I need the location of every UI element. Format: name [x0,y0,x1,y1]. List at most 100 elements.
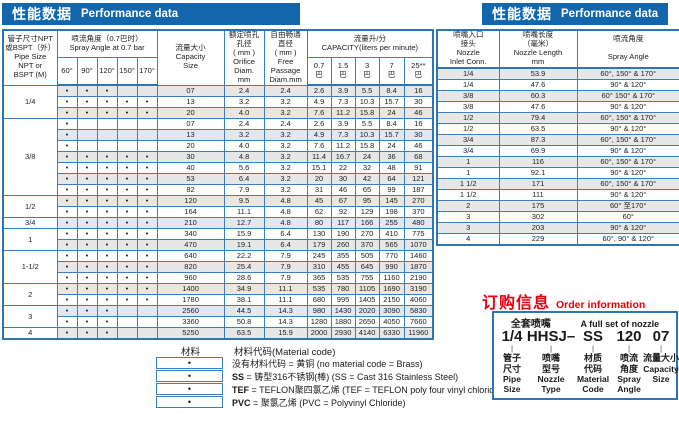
free-passage-cell: 7.9 [263,261,308,274]
capacity-value-cell: 16 [403,118,434,131]
nozzle-length-row: 3 203 90° & 120° [436,221,679,234]
capacity-value-cell: 355 [330,250,356,263]
inlet-conn-cell: 1/4 [436,78,500,91]
inlet-conn-cell: 3/8 [436,100,500,113]
order-part-label-en: Capacity [643,363,679,374]
nozzle-length-row: 2 175 60° 至170° [436,199,679,212]
inlet-conn-cell: 1/2 [436,122,500,135]
angle-availability-dot: • [136,294,158,307]
orifice-diam-cell: 3.2 [223,96,265,109]
order-part-tick: | [592,346,594,353]
angle-availability-dot: • [56,305,78,318]
performance-row: • • • • • 53 6.4 3.2 20 30 42 64 121 [3,173,434,186]
angle-availability-dot: • [116,294,138,307]
angle-availability-dot: • [96,173,118,186]
capacity-value-cell: 1430 [330,305,356,318]
spray-angle-cell: 60°, 90° & 120° [576,232,679,246]
angle-availability-dot: • [96,261,118,274]
capacity-value-cell: 3090 [378,305,405,318]
order-title-zh: 订购信息 [482,295,551,312]
capacity-value-cell: 2190 [403,272,434,285]
spray-angle-cell: 60°, 150° & 170° [576,67,679,80]
angle-availability-dot: • [56,162,78,175]
order-part: SS | 材质 代码 Material Code [574,328,612,394]
order-part-code: 1/4 [501,328,523,345]
capacity-value-cell: 198 [378,206,405,219]
capacity-group-header: 流量升/分 CAPACITY(liters per minute) [306,29,434,59]
capacity-size-cell: 07 [156,118,225,131]
free-passage-cell: 3.2 [263,107,308,120]
angle-availability-dot: • [136,283,158,296]
angle-availability-dot: • [116,272,138,285]
angle-availability-dot: • [76,239,98,252]
inlet-conn-cell: 1 [436,155,500,168]
angle-availability-dot [136,84,158,98]
angle-availability-dot: • [76,261,98,274]
nozzle-length-cell: 203 [498,221,578,234]
material-row: • 没有材料代码 = 黄铜 (no material code = Brass) [156,357,536,370]
material-text: PVC = 聚氯乙烯 (PVC = Polyvinyl Chloride) [232,398,406,408]
angle-availability-dot: • [76,272,98,285]
capacity-value-cell: 455 [330,261,356,274]
free-passage-header: 自由畅通 直径 ( mm ) Free Passage Diam.mm [263,29,308,86]
order-part-label-en: Type [541,384,561,394]
angle-availability-dot: • [76,305,98,318]
orifice-diam-cell: 50.8 [223,316,265,329]
free-passage-cell: 3.2 [263,96,308,109]
angle-availability-dot: • [56,316,78,329]
orifice-diam-cell: 2.4 [223,84,265,98]
performance-row: • • • 3360 50.8 14.3 1280 1880 2650 4050 7660 [3,316,434,329]
angle-availability-dot: • [56,129,78,142]
angle-availability-dot: • [96,195,118,208]
material-bullet: • [156,370,223,382]
order-part-code: 07 [652,328,670,345]
angle-availability-dot: • [96,217,118,230]
capacity-size-cell: 640 [156,250,225,263]
spray-angle-cell: 90° & 120° [576,144,679,157]
orifice-diam-cell: 9.5 [223,195,265,208]
spray-angle-header: 喷流角度 Spray Angle [576,29,679,69]
inlet-conn-cell: 1/4 [436,67,500,80]
angle-availability-dot [76,140,98,153]
performance-row: 1 • • • • • 340 15.9 6.4 130 190 270 410 775 [2,228,434,252]
nozzle-length-row: 1 1/2 171 60°, 150° & 170° [436,177,679,190]
capacity-value-cell: 4140 [354,327,380,340]
header-row-sub: 60° 90° 120° 150° 170° 0.7 巴 1.5 巴 3 巴 7… [3,57,434,87]
performance-row: 3/8 • 07 2.4 2.4 2.6 3.9 5.5 8.4 16 [2,118,434,197]
angle-availability-dot [96,140,118,153]
orifice-diam-cell: 34.9 [223,283,265,296]
spray-angle-cell: 90° & 120° [576,166,679,179]
order-part-code: 120 [616,328,642,345]
free-passage-cell: 15.9 [263,327,308,340]
pipe-size-cell: 2 [2,283,58,307]
order-part-label-zh: 管子 [502,353,521,363]
material-bullet: • [156,396,223,408]
material-rows: • 没有材料代码 = 黄铜 (no material code = Brass) •… [156,357,536,409]
capacity-value-cell: 1405 [354,294,380,307]
capacity-value-cell: 270 [403,195,434,208]
angle-availability-dot: • [76,250,98,263]
order-part-label-zh: 材质 [583,353,602,363]
angle-availability-dot: • [96,239,118,252]
capacity-value-cell: 255 [378,217,405,230]
free-passage-cell: 11.1 [263,283,308,296]
pressure-0-7-header: 0.7 巴 [306,57,332,87]
inlet-conn-cell: 3/4 [436,133,500,146]
performance-row: • • • • • 30 4.8 3.2 11.4 16.7 24 36 68 [3,151,434,164]
material-code-title: 材料代码(Material code) [234,346,336,358]
nozzle-length-cell: 111 [498,188,578,201]
performance-row: 4 • • • 5250 63.5 15.9 2000 2930 4140 6330 11960 [2,327,434,340]
angle-availability-dot: • [76,184,98,197]
capacity-value-cell: 5.5 [354,84,380,98]
free-passage-cell: 7.9 [263,250,308,263]
angle-availability-dot: • [136,151,158,164]
angle-availability-dot [116,140,138,153]
free-passage-cell: 4.8 [263,195,308,208]
angle-availability-dot: • [116,96,138,109]
angle-availability-dot: • [76,316,98,329]
pipe-size-cell: 4 [2,327,58,340]
order-info-box: 全套喷嘴 A full set of nozzle 1/4 | 管子 尺寸 Pipe Si… [492,311,679,400]
performance-row: 1/4 • • • 07 2.4 2.4 2.6 3.9 5.5 8.4 16 [2,84,434,120]
pressure-25-header: 25** 巴 [403,57,434,87]
capacity-value-cell: 16.7 [330,151,356,164]
